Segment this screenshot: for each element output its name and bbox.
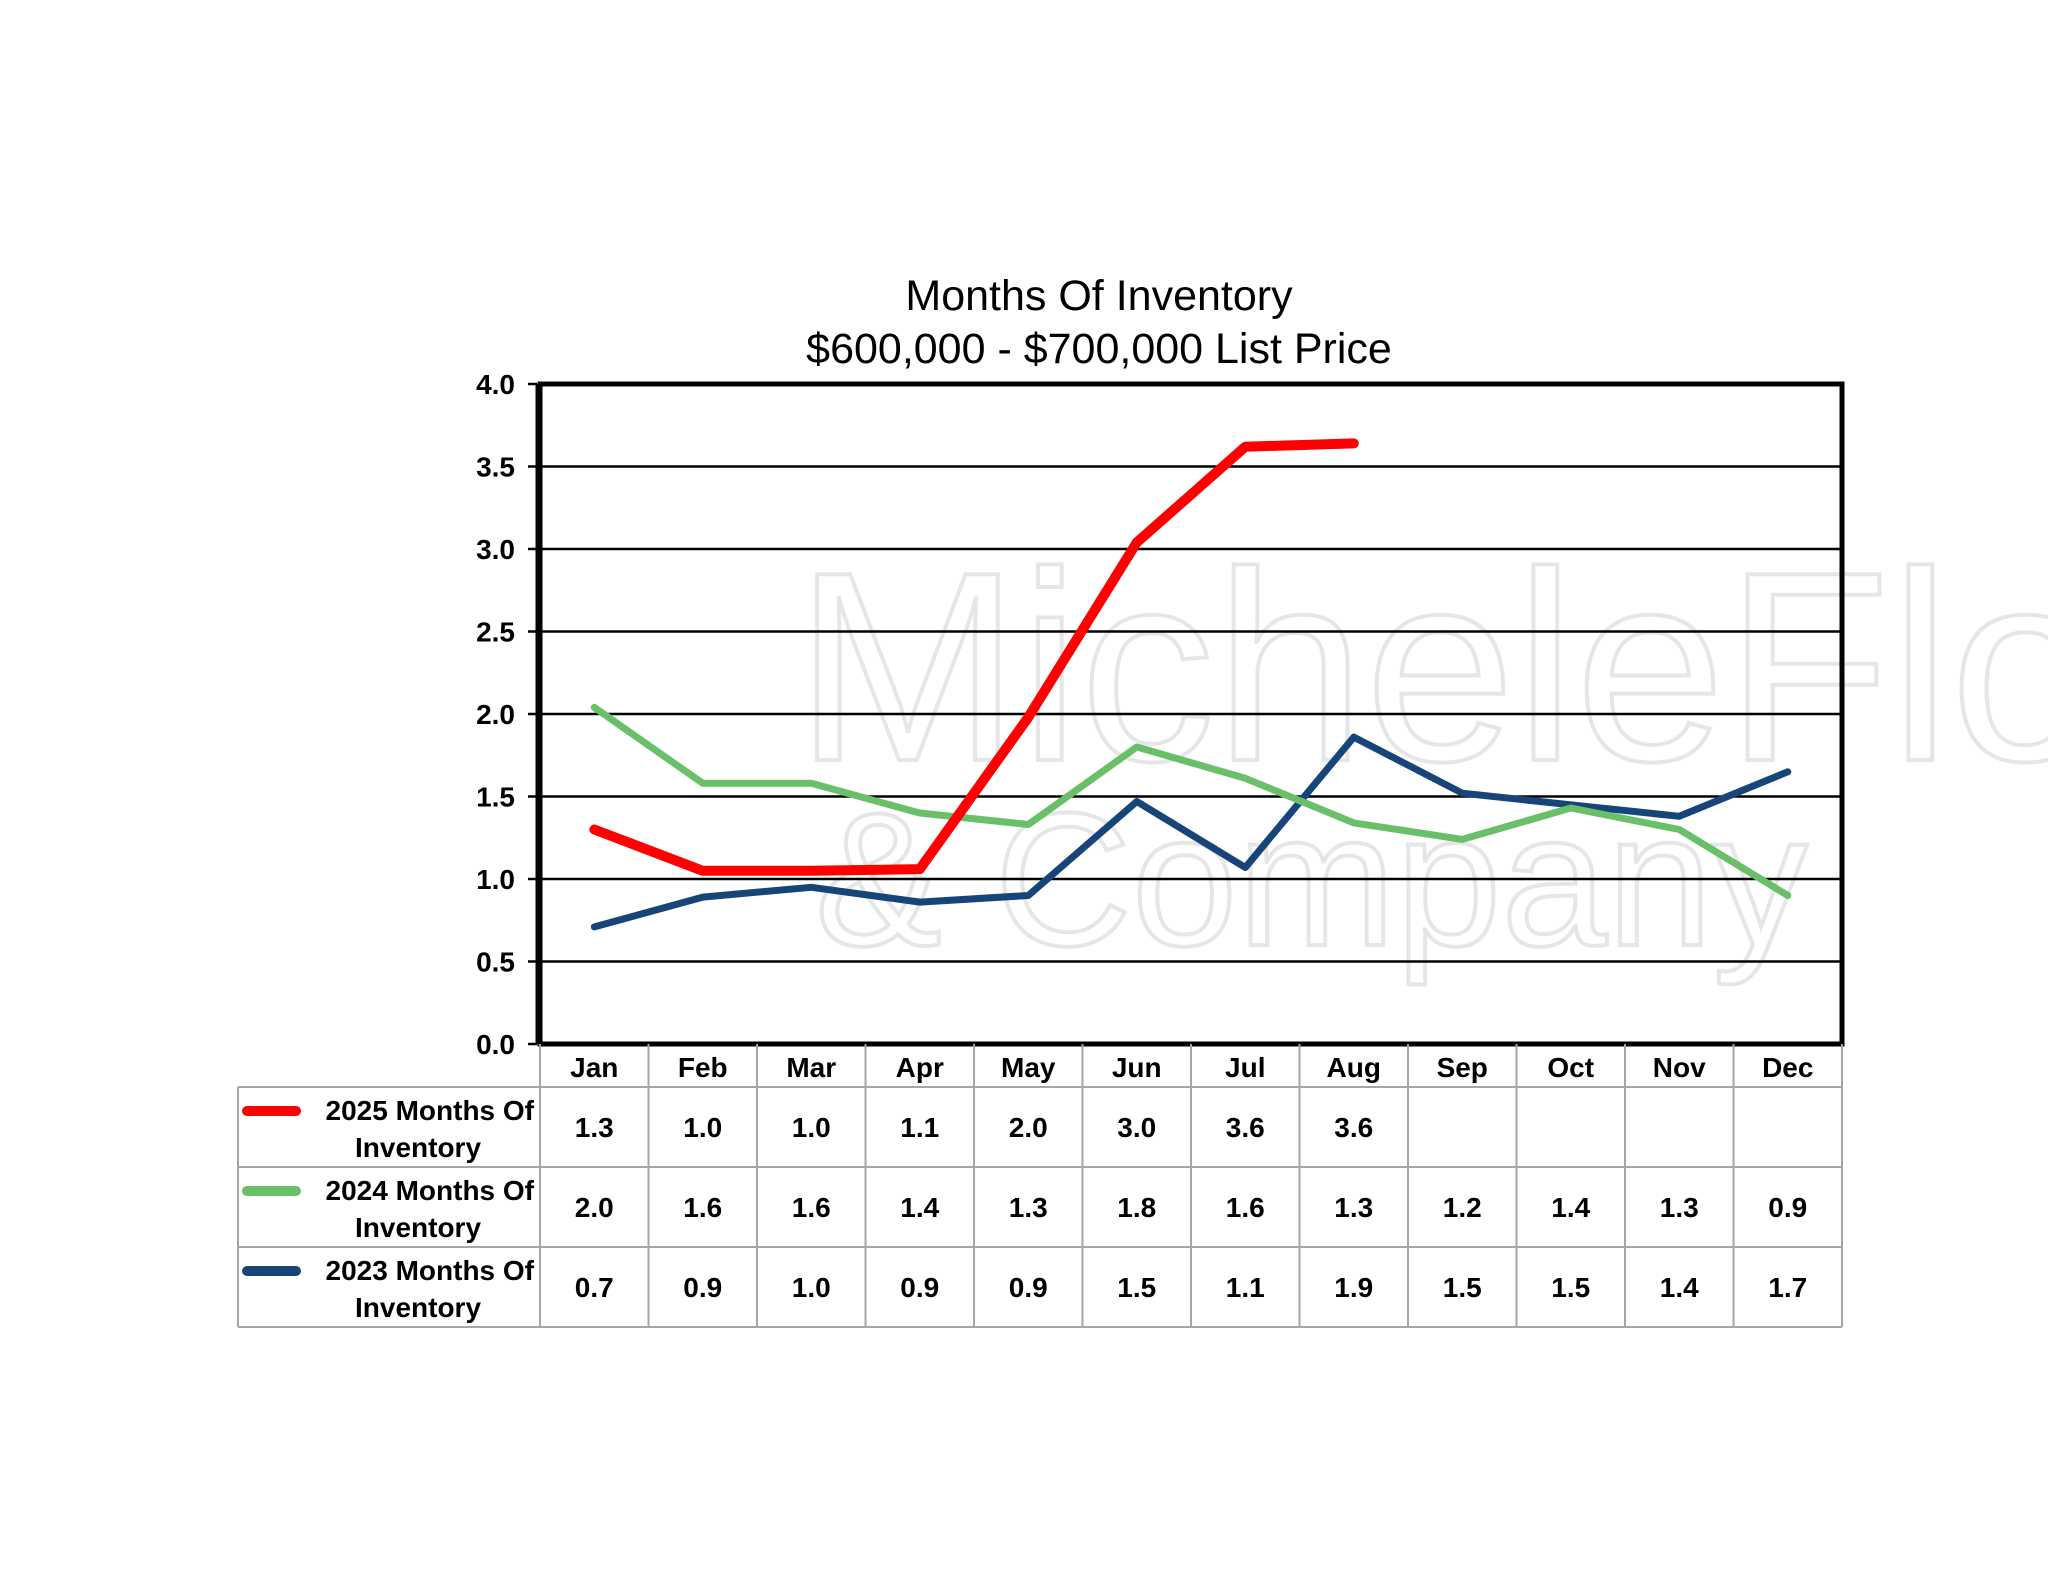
legend-label-line2: Inventory	[355, 1292, 481, 1323]
table-cell: 0.9	[1768, 1192, 1807, 1223]
table-cell: 2.0	[575, 1192, 614, 1223]
x-category-label: Feb	[678, 1052, 728, 1083]
table-cell: 1.5	[1551, 1272, 1590, 1303]
series-line-2024-months-of-inventory	[590, 703, 1792, 899]
x-category-label: Jul	[1225, 1052, 1265, 1083]
x-category-label: Aug	[1327, 1052, 1381, 1083]
y-tick-label: 2.0	[476, 699, 515, 730]
table-cell: 1.2	[1443, 1192, 1482, 1223]
legend-label-line1: 2023 Months Of	[326, 1255, 535, 1286]
legend-label-line2: Inventory	[355, 1132, 481, 1163]
y-tick-label: 3.5	[476, 452, 515, 483]
table-cell: 1.4	[1551, 1192, 1590, 1223]
table-cell: 1.1	[900, 1112, 939, 1143]
y-tick-label: 2.5	[476, 617, 515, 648]
chart-title: Months Of Inventory	[905, 272, 1293, 320]
y-tick-label: 1.0	[476, 864, 515, 895]
series-line-2025-months-of-inventory	[589, 438, 1359, 876]
legend-label-line1: 2025 Months Of	[326, 1095, 535, 1126]
table-cell: 3.6	[1226, 1112, 1265, 1143]
table-cell: 1.5	[1443, 1272, 1482, 1303]
table-cell: 1.3	[1660, 1192, 1699, 1223]
x-category-label: Jun	[1112, 1052, 1162, 1083]
table-cell: 0.7	[575, 1272, 614, 1303]
x-category-label: Oct	[1547, 1052, 1594, 1083]
table-cell: 1.4	[900, 1192, 939, 1223]
y-tick-label: 3.0	[476, 534, 515, 565]
table-cell: 2.0	[1009, 1112, 1048, 1143]
chart-subtitle: $600,000 - $700,000 List Price	[806, 325, 1392, 373]
table-cell: 1.0	[683, 1112, 722, 1143]
x-category-label: May	[1001, 1052, 1056, 1083]
table-cell: 0.9	[683, 1272, 722, 1303]
x-category-label: Dec	[1762, 1052, 1813, 1083]
y-axis-ticks: 0.0 0.5 1.0 1.5 2.0 2.5 3.0 3.5 4.0	[476, 369, 537, 1060]
table-cell: 1.6	[792, 1192, 831, 1223]
legend-label-line2: Inventory	[355, 1212, 481, 1243]
table-cell: 1.7	[1768, 1272, 1807, 1303]
table-cell: 0.9	[1009, 1272, 1048, 1303]
data-table: Jan Feb Mar Apr May Jun Jul Aug Sep Oct Nov Dec 2025…	[237, 1044, 1843, 1328]
table-cell: 1.0	[792, 1272, 831, 1303]
table-cell: 1.9	[1334, 1272, 1373, 1303]
x-category-label: Jan	[570, 1052, 618, 1083]
y-tick-label: 0.5	[476, 947, 515, 978]
y-tick-label: 1.5	[476, 782, 515, 813]
table-cell: 1.3	[1334, 1192, 1373, 1223]
table-cell: 3.6	[1334, 1112, 1373, 1143]
x-category-label: Mar	[786, 1052, 836, 1083]
y-tick-label: 0.0	[476, 1029, 515, 1060]
series-line-2023-months-of-inventory	[590, 733, 1792, 931]
table-cell: 1.6	[1226, 1192, 1265, 1223]
table-cell: 1.6	[683, 1192, 722, 1223]
table-cell: 0.9	[900, 1272, 939, 1303]
table-cell: 1.3	[1009, 1192, 1048, 1223]
x-category-label: Apr	[896, 1052, 944, 1083]
x-category-label: Sep	[1437, 1052, 1488, 1083]
watermark-logo: MicheleFlory & Company	[793, 515, 2048, 988]
x-category-label: Nov	[1653, 1052, 1706, 1083]
table-cell: 1.4	[1660, 1272, 1699, 1303]
table-cell: 3.0	[1117, 1112, 1156, 1143]
series-lines	[589, 438, 1792, 931]
table-cell: 1.5	[1117, 1272, 1156, 1303]
legend-label-line1: 2024 Months Of	[326, 1175, 535, 1206]
table-cell: 1.8	[1117, 1192, 1156, 1223]
table-cell: 1.0	[792, 1112, 831, 1143]
y-tick-label: 4.0	[476, 369, 515, 400]
table-cell: 1.3	[575, 1112, 614, 1143]
table-cell: 1.1	[1226, 1272, 1265, 1303]
plot-grid	[540, 465, 1842, 963]
